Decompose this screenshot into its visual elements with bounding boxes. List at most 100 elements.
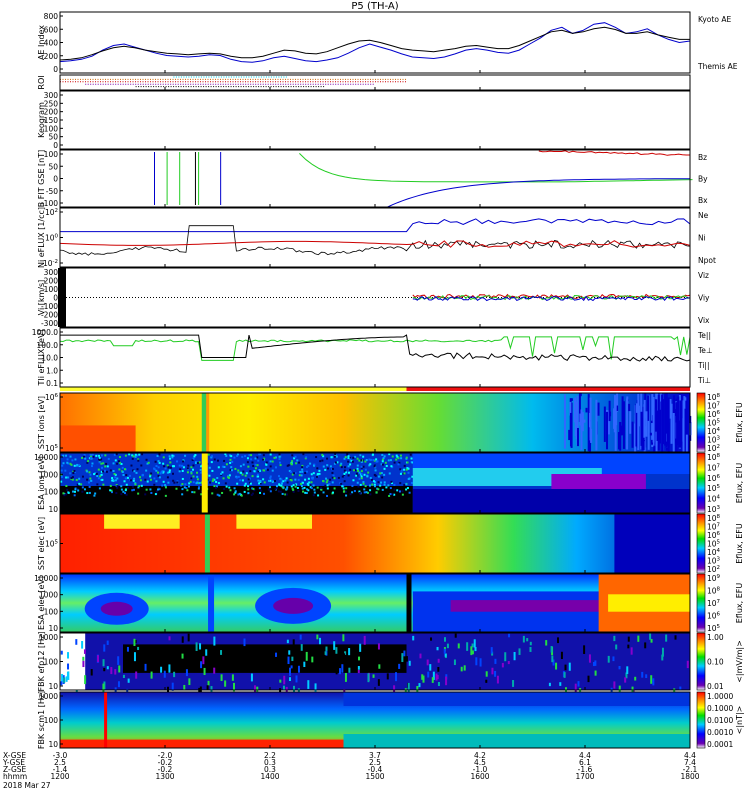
fbk-e-noise [282,685,285,690]
esa-ion-noise [280,478,283,481]
fbk-e-noise [686,660,689,669]
esa-elec-band [450,600,627,612]
fbk-e-noise [512,680,515,687]
esa-ion-noise [343,472,346,475]
esa-ion-noise [408,477,411,480]
esa-ion-noise [102,462,105,465]
fbk-b-band [60,739,344,748]
fbk-e-noise [457,643,460,649]
sst-elec-band [236,514,312,529]
esa-ion-noise [209,481,212,484]
esa-ion-noise [97,468,100,471]
esa-ion-noise [144,478,147,481]
esa-ion-noise [361,459,364,462]
esa-ion-noise [317,494,320,497]
esa-ion-noise [171,465,174,468]
colorbar-tick: 103 [707,505,721,514]
fbk-e-noise [205,649,208,656]
esa-ion-noise [138,453,141,456]
esa-ion-noise [246,461,249,464]
legend-label: Bx [698,196,708,205]
colorbar-tick: 106 [707,474,721,483]
ephemeris-y: -0.2 [158,758,173,767]
esa-ion-noise [88,491,91,494]
esa-ion-noise [164,486,167,489]
fbk-e-noise [311,656,314,663]
colorbar-tick: 104 [707,495,721,504]
esa-ion-noise [354,455,357,458]
colorbar-tick: 0.01 [707,682,724,691]
esa-ion-noise [155,490,158,493]
legend-label: Bz [698,153,707,162]
esa-ion-noise [351,460,354,463]
esa-ion-noise [164,494,167,497]
esa-ion-noise [400,471,403,474]
esa-ion-noise [286,464,289,467]
fbk-e-noise [454,633,457,638]
esa-ion-noise [162,462,165,465]
esa-ion-noise [387,484,390,487]
esa-ion-noise [134,453,137,456]
esa-ion-noise [128,474,131,477]
esa-ion-noise [407,467,410,470]
esa-ion-noise [181,488,184,491]
esa-ion-noise [257,459,260,462]
fbk-e-noise [203,667,206,676]
esa-ion-noise [316,473,319,476]
esa-ion-noise [66,488,69,491]
sst-ion-noise [661,394,664,452]
fbk-e-noise [358,656,361,661]
esa-ion-noise [372,458,375,461]
fbk-e-noise [552,659,555,666]
legend-label: Viz [698,271,709,280]
ytick-label: 10 [48,740,58,749]
sst-ion-noise [613,408,616,429]
esa-ion-noise [116,485,119,488]
ytick-label: 10.0 [41,354,58,363]
esa-ion-noise [180,484,183,487]
esa-ion-noise [405,456,408,459]
fbk-e-noise [198,687,201,694]
esa-ion-noise [393,488,396,491]
fbk-e-noise [386,673,389,680]
fbk-e-noise [641,671,644,678]
sst-ion-noise [585,407,588,413]
ephemeris-y: 2.5 [369,758,381,767]
esa-ion-noise [131,454,134,457]
esa-ion-noise [239,479,242,482]
esa-ion-noise [347,455,350,458]
esa-ion-noise [225,463,228,466]
fbk-e-noise [75,639,78,645]
te-parallel-line [60,334,691,362]
esa-ion-noise [368,484,371,487]
ytick-label: 800 [44,12,59,21]
esa-ion-noise [360,473,363,476]
sst-ion-noise [628,403,631,412]
fbk-e-noise [144,663,147,671]
colorbar-tick: 105 [707,624,721,633]
esa-ion-noise [171,472,174,475]
esa-ion-noise [405,468,408,471]
esa-ion-noise [316,474,319,477]
esa-ion-noise [410,481,413,484]
esa-ion-noise [399,454,402,457]
esa-ion-noise [297,478,300,481]
esa-ion-noise [356,481,359,484]
esa-ion-noise [381,488,384,491]
ytick-label: 102 [45,208,58,217]
esa-ion-noise [263,492,266,495]
esa-ion-noise [403,484,406,487]
fbk-e-noise [63,677,66,683]
esa-ion-noise [72,470,75,473]
fbk-e-noise [213,667,216,674]
esa-ion-noise [288,469,291,472]
esa-ion-noise [303,486,306,489]
esa-ion-noise [360,477,363,480]
fbk-e-noise [429,664,432,671]
esa-ion-noise [192,457,195,460]
esa-ion-noise [291,473,294,476]
esa-ion-noise [199,468,202,471]
esa-ion-noise [333,462,336,465]
esa-ion-noise [229,468,232,471]
esa-ion-noise [279,477,282,480]
